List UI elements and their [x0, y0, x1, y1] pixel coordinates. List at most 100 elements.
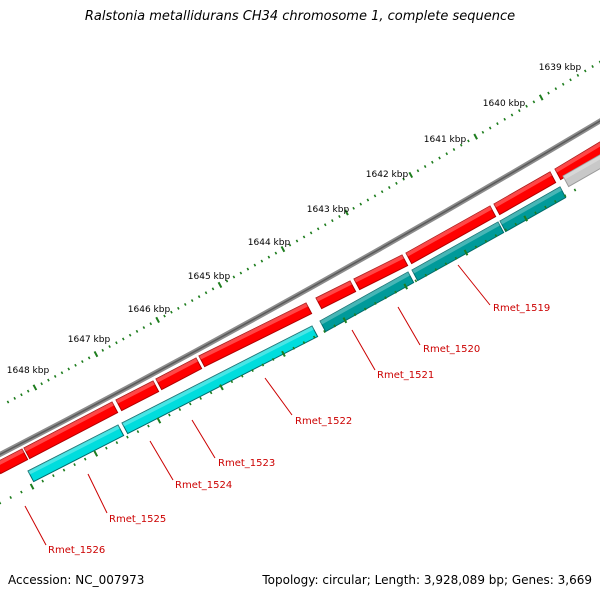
minor-tick: [170, 310, 173, 314]
minor-tick: [246, 267, 250, 271]
gene-label-leader: [397, 306, 421, 346]
minor-tick: [494, 234, 498, 238]
gene-label: Rmet_1520: [423, 344, 480, 355]
forward-gene-block: [23, 401, 119, 460]
minor-tick: [87, 356, 91, 360]
topology-text: Topology: circular; Length: 3,928,089 bp…: [262, 573, 592, 587]
accession-text: Accession: NC_007973: [8, 573, 145, 587]
major-tick: [219, 384, 224, 391]
minor-tick: [62, 468, 66, 472]
minor-tick: [302, 235, 306, 239]
other-gene-block: [562, 154, 600, 188]
minor-tick: [199, 396, 202, 400]
minor-tick: [561, 82, 565, 86]
major-tick: [93, 450, 99, 457]
minor-tick: [316, 227, 320, 231]
minor-tick: [353, 313, 357, 317]
minor-tick: [253, 263, 257, 267]
minor-tick: [504, 228, 508, 232]
forward-gene-block: [0, 448, 29, 475]
minor-tick: [554, 87, 558, 91]
minor-tick: [142, 326, 146, 330]
minor-tick: [101, 348, 105, 352]
minor-tick: [359, 202, 363, 206]
minor-tick: [338, 215, 341, 219]
reverse-gene-block: [499, 186, 567, 233]
minor-tick: [288, 243, 292, 247]
minor-tick: [484, 239, 488, 243]
forward-gene-block: [155, 357, 203, 391]
minor-tick: [402, 177, 405, 181]
minor-tick: [380, 190, 384, 194]
minor-tick: [488, 126, 492, 130]
gene-label: Rmet_1521: [377, 370, 434, 381]
minor-tick: [232, 275, 236, 279]
minor-tick: [295, 239, 299, 243]
gene-label-leader: [24, 505, 47, 546]
major-tick: [29, 483, 35, 490]
map-title: Ralstonia metallidurans CH34 chromosome …: [84, 9, 516, 24]
gene-label-leader: [191, 419, 216, 459]
minor-tick: [108, 345, 111, 349]
minor-tick: [121, 337, 125, 341]
inner-tick-track: [0, 188, 577, 505]
minor-tick: [9, 496, 13, 500]
minor-tick: [163, 314, 166, 318]
gene-label-leader: [149, 440, 174, 481]
minor-tick: [178, 407, 182, 411]
forward-gene-block: [554, 141, 600, 181]
minor-tick: [431, 160, 434, 164]
major-tick: [344, 209, 349, 216]
minor-tick: [414, 279, 418, 283]
minor-tick: [373, 194, 377, 198]
major-tick: [93, 350, 99, 358]
minor-tick: [547, 91, 550, 95]
minor-tick: [544, 205, 547, 209]
minor-tick: [445, 152, 449, 156]
minor-tick: [496, 122, 499, 126]
kbp-label: 1647 kbp: [68, 335, 111, 345]
minor-tick: [532, 100, 536, 104]
minor-tick: [454, 256, 458, 260]
minor-tick: [60, 371, 64, 375]
gene-label-leader: [264, 377, 293, 416]
minor-tick: [424, 273, 428, 277]
major-tick: [281, 350, 286, 357]
forward-gene-block: [198, 302, 313, 368]
gene-label-leader: [87, 473, 108, 514]
minor-tick: [6, 400, 10, 404]
gene-label: Rmet_1519: [493, 303, 550, 314]
minor-tick: [423, 165, 427, 168]
minor-tick: [261, 363, 265, 367]
minor-tick: [209, 391, 213, 395]
kbp-label: 1642 kbp: [366, 170, 409, 180]
minor-tick: [271, 357, 275, 361]
reverse-gene-block: [27, 424, 125, 483]
kbp-label: 1641 kbp: [424, 135, 467, 145]
gene-label-leader: [351, 329, 376, 371]
forward-gene-block: [115, 380, 160, 412]
minor-tick: [183, 302, 187, 306]
minor-tick: [136, 430, 140, 434]
gene-label: Rmet_1523: [218, 458, 275, 469]
minor-tick: [126, 435, 129, 439]
major-tick: [280, 245, 286, 253]
kbp-label: 1644 kbp: [248, 238, 291, 248]
gene-label-leader: [457, 264, 491, 306]
reverse-strand-genes: [27, 154, 600, 483]
minor-tick: [452, 148, 456, 151]
major-tick: [156, 417, 162, 424]
minor-tick: [115, 341, 118, 345]
minor-tick: [374, 301, 377, 305]
gene-label: Rmet_1522: [295, 416, 352, 427]
minor-tick: [197, 295, 201, 299]
minor-tick: [41, 479, 45, 483]
minor-tick: [135, 329, 139, 333]
minor-tick: [438, 156, 441, 160]
minor-tick: [467, 139, 470, 143]
minor-tick: [459, 143, 463, 147]
minor-tick: [474, 245, 478, 249]
kbp-label: 1646 kbp: [128, 305, 171, 315]
minor-tick: [0, 501, 2, 505]
